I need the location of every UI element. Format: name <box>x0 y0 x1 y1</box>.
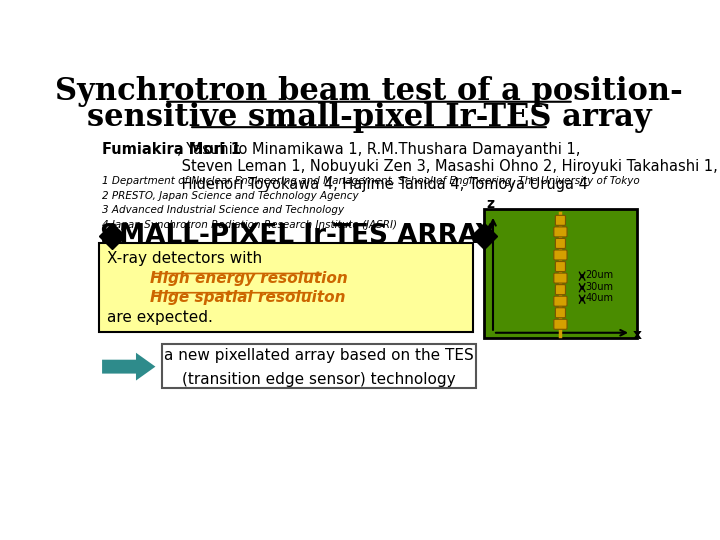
Text: SMALL-PIXEL Ir-TES ARRAY: SMALL-PIXEL Ir-TES ARRAY <box>100 222 495 249</box>
FancyBboxPatch shape <box>554 250 567 260</box>
Text: 40um: 40um <box>585 293 613 303</box>
Text: 1 Department of Nuclear Engineering and Management, School of Engineering, The U: 1 Department of Nuclear Engineering and … <box>102 177 639 230</box>
FancyBboxPatch shape <box>484 209 637 338</box>
FancyBboxPatch shape <box>554 319 567 329</box>
FancyBboxPatch shape <box>554 227 567 237</box>
Text: Hige spatial resoluiton: Hige spatial resoluiton <box>150 291 346 306</box>
Text: Fumiakira Mori 1: Fumiakira Mori 1 <box>102 142 240 157</box>
Text: 20um: 20um <box>585 270 613 280</box>
FancyBboxPatch shape <box>162 343 476 388</box>
Text: sensitive small-pixel Ir-TES array: sensitive small-pixel Ir-TES array <box>86 102 652 133</box>
Text: are expected.: are expected. <box>107 309 213 325</box>
Text: x: x <box>634 328 642 342</box>
FancyBboxPatch shape <box>555 215 565 225</box>
Text: Synchrotron beam test of a position-: Synchrotron beam test of a position- <box>55 76 683 107</box>
FancyBboxPatch shape <box>554 296 567 306</box>
Text: z: z <box>487 197 495 211</box>
Text: , Yasuhiro Minamikawa 1, R.M.Thushara Damayanthi 1,
 Steven Leman 1, Nobuyuki Ze: , Yasuhiro Minamikawa 1, R.M.Thushara Da… <box>177 142 718 192</box>
FancyBboxPatch shape <box>555 239 565 248</box>
FancyArrowPatch shape <box>102 353 156 381</box>
Text: 30um: 30um <box>585 281 613 292</box>
FancyBboxPatch shape <box>554 273 567 283</box>
Text: High energy resolution: High energy resolution <box>150 271 348 286</box>
FancyBboxPatch shape <box>555 308 565 318</box>
FancyBboxPatch shape <box>555 261 565 272</box>
FancyBboxPatch shape <box>555 285 565 295</box>
FancyBboxPatch shape <box>99 244 473 332</box>
Text: X-ray detectors with: X-ray detectors with <box>107 251 262 266</box>
Text: a new pixellated array based on the TES
(transition edge sensor) technology: a new pixellated array based on the TES … <box>163 348 474 387</box>
